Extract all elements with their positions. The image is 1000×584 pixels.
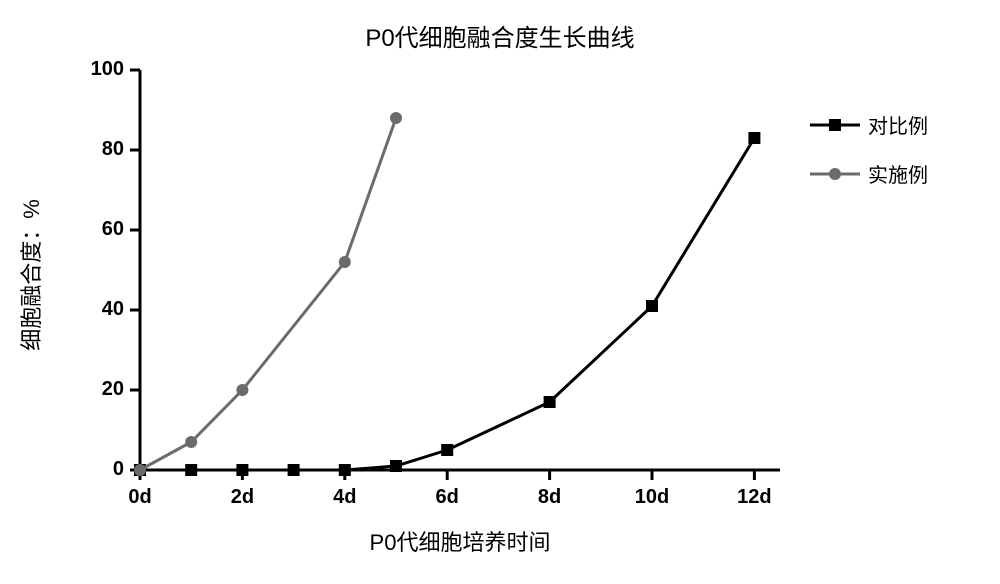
x-tick-label: 8d — [530, 486, 570, 509]
series-marker-circle — [390, 112, 402, 124]
y-axis-label: 细胞融合度：% — [14, 175, 46, 375]
y-tick-label: 80 — [102, 138, 124, 161]
series-marker-square — [748, 132, 760, 144]
legend-label: 对比例 — [868, 110, 928, 139]
x-tick-label: 2d — [222, 486, 262, 509]
legend-item: 实施例 — [810, 159, 928, 188]
plot-svg — [120, 50, 800, 490]
x-tick-label: 4d — [325, 486, 365, 509]
legend-marker — [810, 115, 860, 135]
series-marker-square — [390, 460, 402, 472]
legend: 对比例实施例 — [810, 110, 928, 208]
chart-title: P0代细胞融合度生长曲线 — [0, 18, 1000, 53]
series-marker-square — [185, 464, 197, 476]
x-axis-label: P0代细胞培养时间 — [140, 525, 780, 557]
x-tick-label: 0d — [120, 486, 160, 509]
series-marker-circle — [185, 436, 197, 448]
series-marker-circle — [339, 256, 351, 268]
series-marker-square — [544, 396, 556, 408]
x-tick-label: 10d — [632, 486, 672, 509]
chart-container: P0代细胞融合度生长曲线 细胞融合度：% P0代细胞培养时间 对比例实施例 0 2… — [0, 0, 1000, 584]
series-line — [140, 138, 754, 470]
series-marker-square — [288, 464, 300, 476]
y-tick-label: 0 — [113, 458, 124, 481]
series-marker-circle — [236, 384, 248, 396]
y-tick-label: 20 — [102, 378, 124, 401]
y-tick-label: 60 — [102, 218, 124, 241]
legend-label: 实施例 — [868, 159, 928, 188]
series-marker-square — [646, 300, 658, 312]
legend-marker — [810, 164, 860, 184]
series-line — [140, 118, 396, 470]
legend-item: 对比例 — [810, 110, 928, 139]
y-tick-label: 40 — [102, 298, 124, 321]
y-tick-label: 100 — [91, 58, 124, 81]
x-tick-label: 12d — [734, 486, 774, 509]
series-marker-circle — [134, 464, 146, 476]
x-tick-label: 6d — [427, 486, 467, 509]
series-marker-square — [236, 464, 248, 476]
series-marker-square — [441, 444, 453, 456]
series-marker-square — [339, 464, 351, 476]
